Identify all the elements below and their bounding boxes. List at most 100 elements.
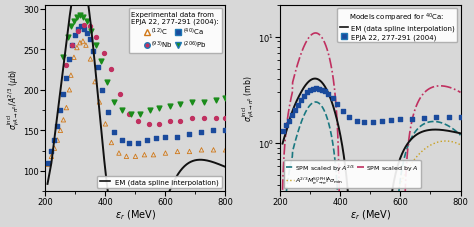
Point bbox=[370, 120, 377, 124]
Point bbox=[81, 28, 88, 32]
Point bbox=[115, 152, 123, 155]
Point bbox=[144, 139, 151, 142]
Point bbox=[69, 44, 76, 48]
Point bbox=[162, 136, 169, 139]
Point bbox=[186, 150, 193, 154]
Point bbox=[100, 52, 108, 56]
Point bbox=[189, 101, 196, 104]
Point bbox=[280, 130, 287, 133]
Point bbox=[94, 66, 102, 69]
Point bbox=[198, 148, 205, 152]
Point bbox=[79, 16, 87, 20]
Point bbox=[289, 114, 296, 118]
Point bbox=[201, 117, 208, 121]
Point bbox=[63, 76, 70, 80]
Point bbox=[74, 30, 82, 34]
Point bbox=[83, 20, 91, 24]
Point bbox=[87, 58, 94, 62]
Point bbox=[346, 116, 353, 120]
Point bbox=[127, 113, 135, 116]
Point bbox=[87, 30, 95, 34]
Point bbox=[70, 56, 78, 60]
Point bbox=[141, 153, 148, 157]
Point bbox=[307, 89, 314, 92]
Point bbox=[409, 118, 416, 122]
Point bbox=[177, 103, 184, 107]
Point bbox=[47, 149, 55, 153]
Point bbox=[117, 93, 124, 96]
Point bbox=[201, 101, 208, 104]
Point bbox=[87, 38, 94, 42]
X-axis label: $\epsilon_r$ (MeV): $\epsilon_r$ (MeV) bbox=[350, 208, 391, 222]
Point bbox=[101, 123, 109, 126]
Point bbox=[316, 88, 323, 91]
Point bbox=[173, 150, 181, 154]
Point bbox=[213, 117, 220, 121]
Point bbox=[310, 88, 317, 91]
Point bbox=[457, 116, 465, 119]
Point bbox=[189, 117, 196, 121]
Point bbox=[123, 155, 130, 158]
Point bbox=[91, 81, 99, 84]
Point bbox=[166, 119, 174, 123]
Point bbox=[222, 97, 229, 100]
Point bbox=[76, 42, 84, 45]
Point bbox=[222, 117, 229, 121]
Point bbox=[155, 106, 163, 110]
Point bbox=[210, 129, 217, 133]
Point bbox=[69, 44, 76, 48]
Point bbox=[82, 44, 90, 48]
Point bbox=[353, 119, 361, 123]
Point bbox=[126, 113, 133, 116]
Point bbox=[67, 25, 75, 29]
Point bbox=[421, 117, 428, 121]
Point bbox=[92, 44, 100, 48]
Point bbox=[81, 24, 88, 27]
Point bbox=[135, 141, 142, 145]
Point bbox=[304, 91, 311, 95]
Point bbox=[301, 94, 308, 98]
Point bbox=[433, 116, 440, 120]
X-axis label: $\epsilon_r$ (MeV): $\epsilon_r$ (MeV) bbox=[115, 208, 156, 222]
Point bbox=[108, 141, 115, 145]
Point bbox=[110, 101, 118, 104]
Point bbox=[67, 74, 75, 78]
Y-axis label: $\sigma_{\gamma A \to \pi^0}^{\mathrm{incl}}$ (mb): $\sigma_{\gamma A \to \pi^0}^{\mathrm{in… bbox=[240, 75, 257, 122]
Point bbox=[118, 109, 126, 112]
Point bbox=[73, 47, 81, 50]
Point bbox=[162, 152, 169, 155]
Point bbox=[45, 163, 52, 167]
Point bbox=[110, 131, 118, 134]
Point bbox=[103, 81, 111, 84]
Point bbox=[45, 161, 52, 165]
Point bbox=[166, 105, 174, 108]
Point bbox=[292, 109, 299, 112]
Point bbox=[87, 25, 94, 29]
Point bbox=[96, 101, 103, 104]
Point bbox=[313, 87, 320, 91]
Point bbox=[56, 129, 64, 133]
Point bbox=[72, 34, 79, 37]
Point bbox=[210, 148, 217, 152]
Point bbox=[65, 89, 73, 92]
Point bbox=[126, 141, 133, 145]
Point bbox=[361, 120, 368, 124]
Point bbox=[56, 109, 64, 112]
Point bbox=[153, 137, 160, 141]
Point bbox=[83, 32, 91, 36]
Legend: EM (data spline interpolation): EM (data spline interpolation) bbox=[97, 176, 222, 188]
Point bbox=[286, 119, 293, 123]
Point bbox=[145, 123, 153, 126]
Point bbox=[118, 139, 126, 142]
Point bbox=[340, 109, 347, 113]
Point bbox=[60, 118, 67, 122]
Point bbox=[213, 98, 220, 102]
Point bbox=[60, 56, 67, 60]
Point bbox=[298, 99, 305, 103]
Point bbox=[325, 92, 332, 96]
Point bbox=[73, 16, 81, 20]
Point bbox=[222, 148, 229, 152]
Point bbox=[322, 90, 329, 94]
Y-axis label: $\sigma_{\gamma A \to \pi^0}^{\mathrm{incl}}/A^{2/3}$ ($\mu$b): $\sigma_{\gamma A \to \pi^0}^{\mathrm{in… bbox=[6, 68, 22, 129]
Legend: SPM scaled by $A^{2/3}$, $A^{2/3}M_{\pi^0\to\pi^0}^{\rm SOPHIA}\sigma_{\rm min}$: SPM scaled by $A^{2/3}$, $A^{2/3}M_{\pi^… bbox=[283, 160, 421, 188]
